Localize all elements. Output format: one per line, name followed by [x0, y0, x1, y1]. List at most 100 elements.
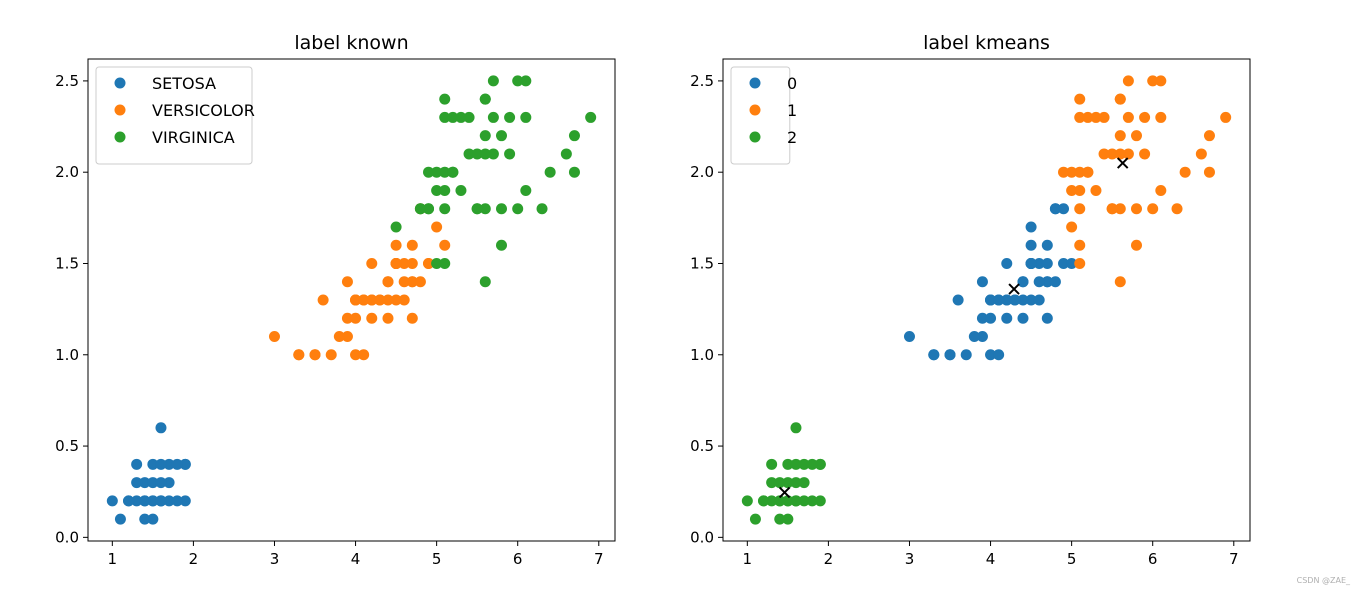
- data-point: [960, 349, 972, 361]
- data-point: [1155, 75, 1167, 87]
- data-point: [766, 477, 778, 489]
- data-point: [358, 349, 370, 361]
- data-point: [447, 111, 459, 123]
- data-point: [985, 312, 997, 324]
- data-point: [431, 184, 443, 196]
- data-point: [439, 184, 451, 196]
- legend: SETOSA VERSICOLOR VIRGINICA: [95, 66, 255, 165]
- data-point: [512, 75, 524, 87]
- data-point: [1074, 239, 1086, 251]
- data-point: [325, 349, 337, 361]
- x-tick-label: 7: [594, 550, 604, 568]
- data-point: [1041, 276, 1053, 288]
- data-point: [114, 513, 126, 525]
- data-point: [814, 495, 826, 507]
- legend-marker: [749, 131, 761, 143]
- chart-panel-2: label kmeans 1 2 3 4 5 6 7 0.0 0.5 1.0 1.5 2.0 2.5 0 1 2: [690, 32, 1251, 568]
- legend-label: SETOSA: [152, 74, 216, 93]
- data-point: [293, 349, 305, 361]
- data-point: [976, 331, 988, 343]
- data-point: [504, 111, 516, 123]
- data-point: [1203, 166, 1215, 178]
- y-tick-label: 1.0: [690, 346, 714, 364]
- data-point: [903, 331, 915, 343]
- data-point: [520, 184, 532, 196]
- data-point: [398, 276, 410, 288]
- data-point: [1098, 148, 1110, 160]
- data-point: [1017, 276, 1029, 288]
- series-1: [903, 203, 1078, 361]
- data-point: [487, 148, 499, 160]
- data-point: [350, 294, 362, 306]
- data-point: [782, 495, 794, 507]
- y-tick-label: 1.5: [690, 254, 714, 272]
- data-point: [455, 184, 467, 196]
- legend-label: 1: [787, 101, 797, 120]
- data-point: [163, 495, 175, 507]
- chart-title: label known: [294, 32, 408, 54]
- data-point: [993, 294, 1005, 306]
- data-point: [1001, 312, 1013, 324]
- data-point: [139, 513, 151, 525]
- data-point: [495, 203, 507, 215]
- data-point: [179, 495, 191, 507]
- data-point: [1114, 130, 1126, 142]
- data-point: [479, 148, 491, 160]
- data-point: [350, 349, 362, 361]
- data-point: [1074, 111, 1086, 123]
- data-point: [928, 349, 940, 361]
- data-point: [341, 312, 353, 324]
- data-point: [463, 148, 475, 160]
- data-point: [1001, 257, 1013, 269]
- x-tick-label: 6: [1148, 550, 1158, 568]
- x-tick-label: 1: [743, 550, 753, 568]
- data-point: [139, 477, 151, 489]
- data-point: [798, 477, 810, 489]
- data-point: [155, 477, 167, 489]
- x-tick-label: 3: [270, 550, 280, 568]
- y-tick-label: 0.0: [55, 528, 79, 546]
- legend-marker: [749, 77, 761, 89]
- data-point: [944, 349, 956, 361]
- x-tick-label: 5: [432, 550, 442, 568]
- data-point: [536, 203, 548, 215]
- data-point: [1017, 294, 1029, 306]
- data-point: [1082, 111, 1094, 123]
- data-point: [544, 166, 556, 178]
- data-point: [350, 312, 362, 324]
- y-tick-label: 1.5: [55, 254, 79, 272]
- data-point: [487, 75, 499, 87]
- data-point: [439, 93, 451, 105]
- data-point: [147, 477, 159, 489]
- data-point: [1025, 294, 1037, 306]
- data-point: [131, 458, 143, 470]
- data-point: [333, 331, 345, 343]
- data-point: [1009, 294, 1021, 306]
- data-point: [1033, 276, 1045, 288]
- data-point: [1114, 148, 1126, 160]
- data-point: [1058, 203, 1070, 215]
- series-2: [1058, 75, 1232, 288]
- data-point: [568, 130, 580, 142]
- data-point: [782, 477, 794, 489]
- data-point: [1049, 276, 1061, 288]
- data-point: [1122, 111, 1134, 123]
- data-point: [139, 495, 151, 507]
- data-point: [1203, 130, 1215, 142]
- legend-marker: [749, 104, 761, 116]
- data-point: [495, 239, 507, 251]
- x-tick-label: 4: [351, 550, 361, 568]
- data-point: [952, 294, 964, 306]
- data-point: [495, 130, 507, 142]
- data-point: [1139, 148, 1151, 160]
- data-point: [390, 294, 402, 306]
- series-3: [390, 75, 597, 288]
- data-point: [1106, 148, 1118, 160]
- data-point: [374, 294, 386, 306]
- data-point: [131, 477, 143, 489]
- data-point: [1074, 184, 1086, 196]
- data-point: [398, 294, 410, 306]
- data-point: [1130, 203, 1142, 215]
- data-point: [560, 148, 572, 160]
- data-point: [439, 239, 451, 251]
